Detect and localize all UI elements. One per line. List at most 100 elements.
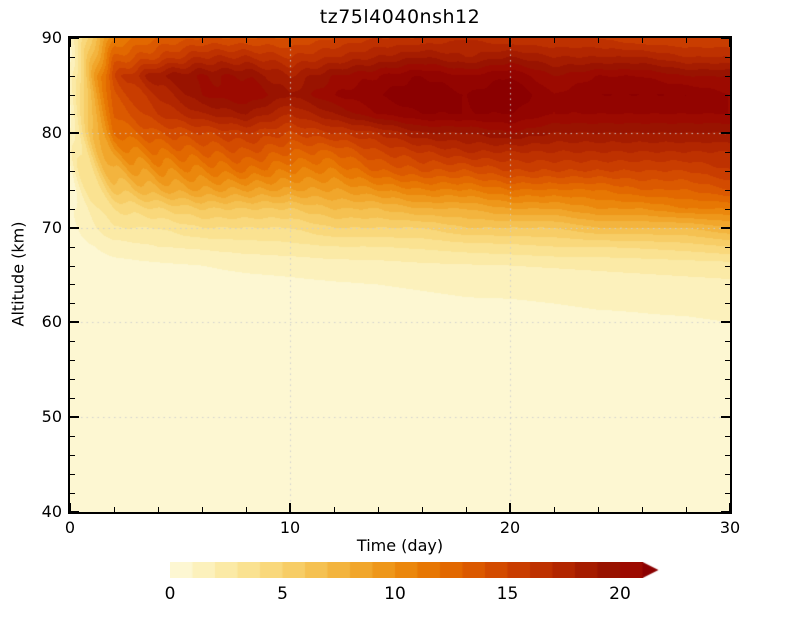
x-minor-tick — [686, 507, 687, 512]
colorbar-tick-label: 20 — [609, 584, 631, 604]
colorbar-tick-label: 5 — [277, 584, 288, 604]
x-minor-tick-top — [642, 38, 643, 43]
y-minor-tick-right — [725, 341, 730, 342]
x-minor-tick — [158, 507, 159, 512]
y-minor-tick-right — [725, 360, 730, 361]
x-minor-tick-top — [114, 38, 115, 43]
chart-title: tz75l4040nsh12 — [319, 6, 481, 28]
x-tick-label: 0 — [64, 518, 76, 537]
y-minor-tick — [70, 398, 75, 399]
y-major-tick-right — [721, 37, 730, 39]
colorbar-tick-label: 15 — [496, 584, 519, 604]
y-tick-label: 80 — [41, 122, 62, 142]
y-minor-tick-right — [725, 455, 730, 456]
y-tick-label: 60 — [41, 312, 62, 332]
y-minor-tick-right — [725, 247, 730, 248]
x-minor-tick-top — [466, 38, 467, 43]
x-tick-label: 30 — [719, 518, 741, 537]
y-minor-tick — [70, 95, 75, 96]
y-minor-tick — [70, 209, 75, 210]
x-minor-tick-top — [554, 38, 555, 43]
y-major-tick-right — [721, 511, 730, 513]
y-major-tick — [70, 416, 79, 418]
y-axis-label: Altitude (km) — [8, 221, 28, 327]
x-tick-label: 10 — [279, 518, 301, 537]
y-minor-tick-right — [725, 398, 730, 399]
y-minor-tick — [70, 152, 75, 153]
y-minor-tick — [70, 171, 75, 172]
x-minor-tick — [642, 507, 643, 512]
x-minor-tick-top — [334, 38, 335, 43]
y-tick-label: 50 — [41, 407, 62, 427]
x-major-tick — [69, 503, 71, 512]
x-major-tick-top — [729, 38, 731, 47]
y-major-tick — [70, 132, 79, 134]
x-major-tick-top — [69, 38, 71, 47]
y-minor-tick-right — [725, 266, 730, 267]
y-minor-tick — [70, 474, 75, 475]
y-tick-label: 40 — [41, 502, 62, 521]
y-minor-tick — [70, 493, 75, 494]
y-minor-tick-right — [725, 171, 730, 172]
y-major-tick — [70, 321, 79, 323]
heatmap-canvas — [70, 38, 730, 512]
y-major-tick-right — [721, 321, 730, 323]
y-minor-tick-right — [725, 114, 730, 115]
y-minor-tick — [70, 266, 75, 267]
y-minor-tick-right — [725, 95, 730, 96]
colorbar-tick-label: 10 — [384, 584, 406, 604]
colorbar-tick-label: 0 — [164, 584, 176, 604]
x-minor-tick-top — [422, 38, 423, 43]
x-tick-label: 20 — [499, 518, 521, 537]
y-minor-tick-right — [725, 379, 730, 380]
y-minor-tick-right — [725, 209, 730, 210]
y-minor-tick-right — [725, 190, 730, 191]
y-minor-tick — [70, 436, 75, 437]
x-minor-tick-top — [378, 38, 379, 43]
x-minor-tick-top — [598, 38, 599, 43]
y-minor-tick — [70, 57, 75, 58]
y-minor-tick — [70, 190, 75, 191]
y-minor-tick — [70, 247, 75, 248]
x-minor-tick — [466, 507, 467, 512]
y-tick-label: 70 — [41, 217, 62, 237]
x-minor-tick-top — [202, 38, 203, 43]
y-major-tick — [70, 511, 79, 513]
y-minor-tick-right — [725, 303, 730, 304]
y-minor-tick — [70, 114, 75, 115]
x-major-tick-top — [289, 38, 291, 47]
y-minor-tick-right — [725, 76, 730, 77]
x-axis-label: Time (day) — [356, 536, 444, 555]
y-major-tick-right — [721, 132, 730, 134]
x-major-tick-top — [509, 38, 511, 47]
y-minor-tick-right — [725, 152, 730, 153]
x-major-tick — [729, 503, 731, 512]
x-major-tick — [289, 503, 291, 512]
y-major-tick — [70, 227, 79, 229]
x-major-tick — [509, 503, 511, 512]
x-minor-tick — [246, 507, 247, 512]
y-major-tick-right — [721, 416, 730, 418]
y-major-tick-right — [721, 227, 730, 229]
y-major-tick — [70, 37, 79, 39]
y-minor-tick-right — [725, 474, 730, 475]
y-minor-tick — [70, 76, 75, 77]
y-minor-tick — [70, 303, 75, 304]
x-minor-tick — [598, 507, 599, 512]
x-minor-tick — [334, 507, 335, 512]
y-tick-label: 90 — [41, 28, 62, 47]
y-minor-tick-right — [725, 436, 730, 437]
y-minor-tick — [70, 284, 75, 285]
y-minor-tick — [70, 379, 75, 380]
y-minor-tick — [70, 455, 75, 456]
x-minor-tick — [114, 507, 115, 512]
y-minor-tick-right — [725, 493, 730, 494]
y-minor-tick — [70, 360, 75, 361]
x-minor-tick — [422, 507, 423, 512]
x-minor-tick-top — [158, 38, 159, 43]
x-minor-tick — [378, 507, 379, 512]
y-minor-tick-right — [725, 284, 730, 285]
y-minor-tick-right — [725, 57, 730, 58]
x-minor-tick-top — [246, 38, 247, 43]
